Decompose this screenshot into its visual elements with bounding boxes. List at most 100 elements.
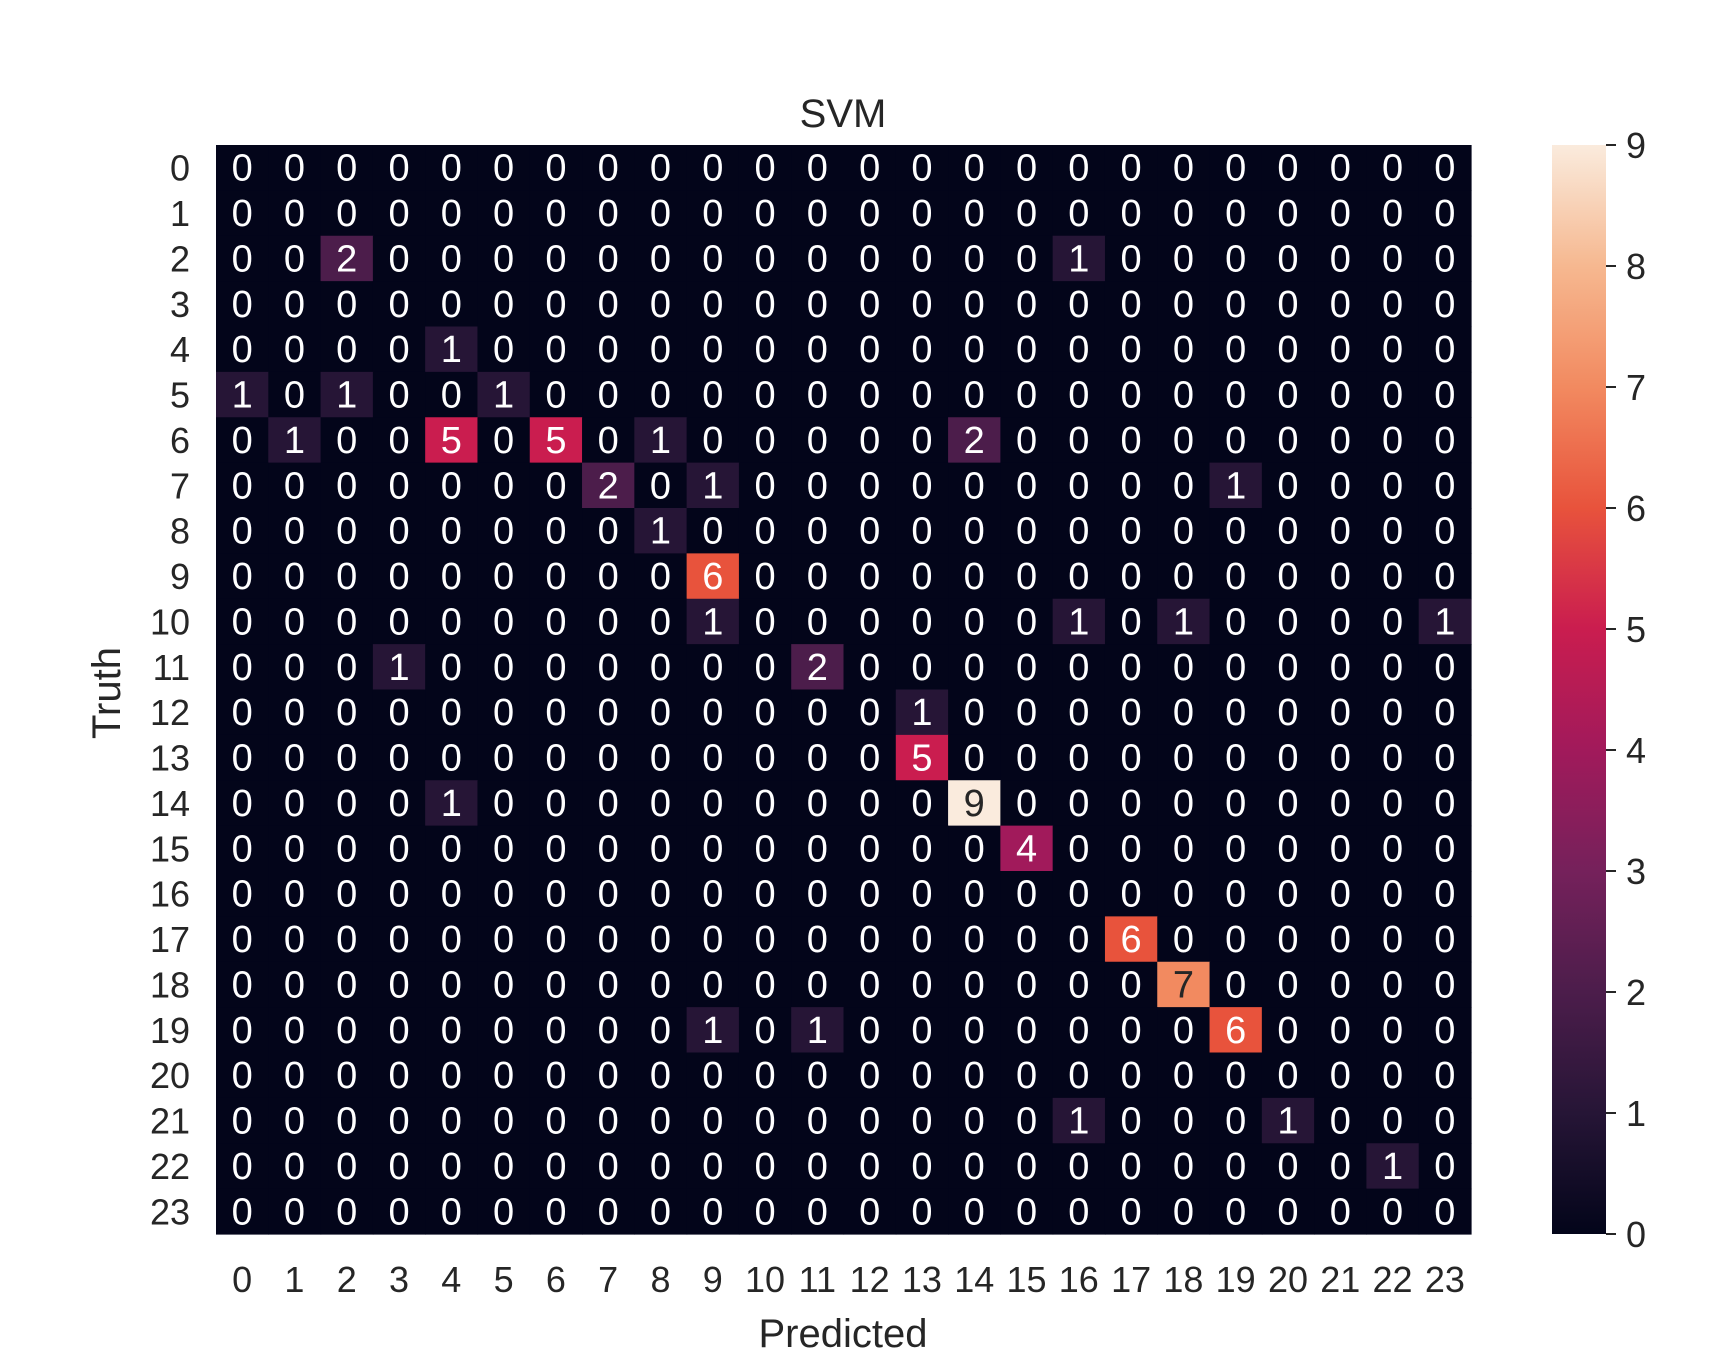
cell-value-label: 0 [493, 148, 514, 190]
heatmap-cell [634, 1052, 688, 1099]
cell-value-label: 0 [388, 1101, 409, 1143]
heatmap-cell [1104, 1188, 1158, 1235]
heatmap-cell [582, 462, 635, 509]
cell-value-label: 0 [1330, 193, 1351, 235]
cell-value-label: 0 [598, 511, 619, 553]
heatmap-cell [791, 825, 845, 872]
cell-value-label: 0 [545, 148, 566, 190]
cell-value-label: 0 [232, 284, 253, 326]
cell-value-label: 0 [493, 1010, 514, 1052]
heatmap-cell [1157, 371, 1211, 418]
cell-value-label: 0 [1173, 919, 1194, 961]
heatmap-cell [1052, 190, 1106, 237]
cell-value-label: 0 [388, 238, 409, 280]
heatmap-cell [686, 689, 740, 736]
heatmap-cell [582, 417, 635, 464]
cell-value-label: 0 [754, 556, 775, 598]
heatmap-cell [843, 598, 897, 645]
heatmap-cell [1366, 961, 1420, 1008]
cell-value-label: 0 [1173, 783, 1194, 825]
heatmap-cell [843, 961, 897, 1008]
heatmap-cell [477, 145, 531, 191]
heatmap-cell [320, 1097, 374, 1144]
heatmap-cell [529, 598, 583, 645]
cell-value-label: 2 [336, 238, 357, 280]
cell-value-label: 0 [1068, 1146, 1089, 1188]
heatmap-cell [1104, 871, 1158, 917]
cell-value-label: 0 [284, 148, 305, 190]
heatmap-cell [634, 1007, 688, 1054]
heatmap-cell [948, 689, 1001, 736]
heatmap-cell [791, 1007, 845, 1054]
heatmap-cell [268, 235, 322, 282]
cell-value-label: 0 [336, 148, 357, 190]
heatmap-cell [582, 1188, 635, 1235]
cell-value-label: 0 [650, 238, 671, 280]
heatmap-cell [216, 281, 269, 328]
heatmap-cell [372, 462, 426, 509]
cell-value-label: 0 [336, 465, 357, 507]
cell-value-label: 0 [911, 828, 932, 870]
heatmap-cell [634, 145, 688, 191]
heatmap-cell [477, 644, 531, 691]
heatmap-cell [686, 145, 740, 191]
heatmap-cell [738, 1097, 792, 1144]
heatmap-cell [1104, 825, 1158, 872]
y-tick-label: 8 [170, 511, 190, 552]
heatmap-cell [1418, 235, 1472, 282]
heatmap-cell [372, 825, 426, 872]
cell-value-label: 0 [964, 465, 985, 507]
heatmap-cell [372, 553, 426, 600]
cell-value-label: 0 [441, 511, 462, 553]
cell-value-label: 0 [388, 1010, 409, 1052]
heatmap-cell [216, 417, 269, 464]
cell-value-label: 0 [1225, 511, 1246, 553]
cell-value-label: 0 [598, 1191, 619, 1233]
cell-value-label: 0 [1016, 1101, 1037, 1143]
heatmap-cell [372, 1143, 426, 1190]
cell-value-label: 0 [232, 601, 253, 643]
cell-value-label: 0 [1277, 647, 1298, 689]
heatmap-cell [686, 871, 740, 917]
heatmap-cell [791, 916, 845, 963]
heatmap-cell [425, 689, 479, 736]
cell-value-label: 0 [545, 919, 566, 961]
heatmap-cell [477, 871, 531, 917]
colorbar-tick-label: 7 [1626, 367, 1646, 408]
cell-value-label: 0 [650, 828, 671, 870]
heatmap-cell [1209, 190, 1263, 237]
cell-value-label: 0 [493, 783, 514, 825]
cell-value-label: 0 [702, 1146, 723, 1188]
heatmap-cell [686, 190, 740, 237]
cell-value-label: 0 [1225, 828, 1246, 870]
heatmap-cell [1209, 916, 1263, 963]
heatmap-cell [843, 462, 897, 509]
cell-value-label: 0 [1173, 148, 1194, 190]
heatmap-cell [1000, 1052, 1054, 1099]
cell-value-label: 0 [1330, 511, 1351, 553]
cell-value-label: 0 [859, 284, 880, 326]
heatmap-cell [1314, 190, 1368, 237]
cell-value-label: 0 [1068, 420, 1089, 462]
cell-value-label: 1 [702, 1010, 723, 1052]
cell-value-label: 0 [598, 556, 619, 598]
cell-value-label: 0 [859, 148, 880, 190]
cell-value-label: 0 [1016, 238, 1037, 280]
heatmap-cell [1209, 145, 1263, 191]
heatmap-cell [582, 1097, 635, 1144]
heatmap-cell [1209, 1097, 1263, 1144]
cell-value-label: 0 [1277, 148, 1298, 190]
cell-value-label: 0 [911, 148, 932, 190]
heatmap-cell [372, 961, 426, 1008]
heatmap-cell [1261, 1143, 1315, 1190]
heatmap-cell [1418, 734, 1472, 781]
heatmap-cell [895, 644, 949, 691]
cell-value-label: 0 [1382, 783, 1403, 825]
cell-value-label: 0 [1016, 556, 1037, 598]
cell-value-label: 0 [545, 601, 566, 643]
cell-value-label: 0 [754, 1101, 775, 1143]
heatmap-cell [843, 145, 897, 191]
heatmap-cell [268, 462, 322, 509]
heatmap-cell [843, 190, 897, 237]
heatmap-cell [686, 916, 740, 963]
